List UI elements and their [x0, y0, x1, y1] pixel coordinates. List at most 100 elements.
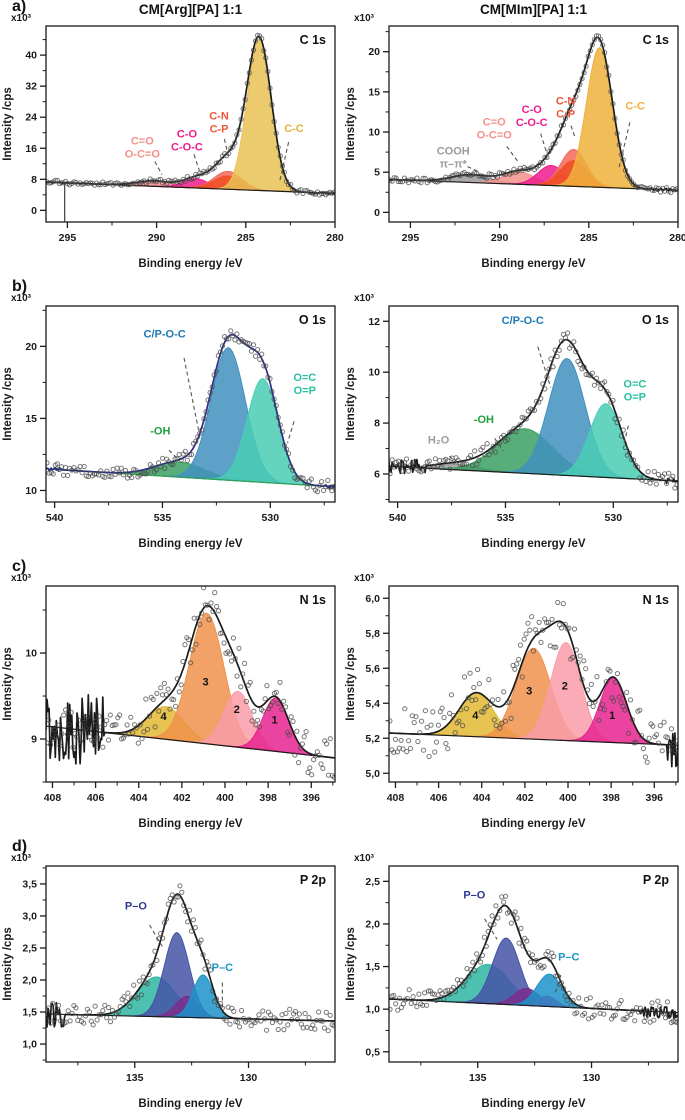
svg-text:x10³: x10³	[354, 853, 375, 864]
svg-text:540: 540	[389, 512, 407, 524]
svg-text:5,4: 5,4	[365, 698, 380, 710]
panel-d-right-p2p-chart: 135 130 0,5 1,0 1,5 2,0 2,5 Binding energy /eV I…	[345, 853, 679, 1110]
svg-text:10: 10	[25, 648, 37, 660]
svg-text:O 1s: O 1s	[299, 313, 326, 327]
svg-text:135: 135	[469, 1072, 487, 1084]
svg-text:x10³: x10³	[354, 573, 375, 584]
svg-text:398: 398	[259, 792, 277, 804]
svg-text:O 1s: O 1s	[642, 313, 669, 327]
svg-text:4: 4	[472, 710, 479, 722]
panel-b-left-o1s-chart: 540 535 530 10 15 20 Binding energy /eV Intensi…	[2, 293, 336, 550]
svg-text:402: 402	[516, 792, 534, 804]
svg-text:Binding energy /eV: Binding energy /eV	[481, 538, 585, 550]
svg-text:x10³: x10³	[11, 13, 32, 24]
svg-text:P–C: P–C	[558, 952, 579, 964]
svg-text:O=CO=P: O=C O=P	[623, 378, 646, 403]
svg-text:C/P-O-C: C/P-O-C	[144, 329, 186, 341]
svg-text:C-OC-O-C: C-O C-O-C	[516, 104, 548, 129]
svg-text:3: 3	[526, 686, 532, 698]
svg-text:5,0: 5,0	[365, 768, 380, 780]
svg-text:20: 20	[368, 46, 380, 58]
svg-text:2,5: 2,5	[365, 876, 380, 888]
svg-text:1,0: 1,0	[365, 1004, 380, 1016]
svg-text:P–O: P–O	[125, 901, 147, 913]
svg-text:396: 396	[303, 792, 321, 804]
svg-text:O=CO=P: O=C O=P	[293, 372, 316, 397]
svg-text:12: 12	[368, 316, 380, 328]
svg-text:N 1s: N 1s	[643, 593, 669, 607]
svg-text:x10³: x10³	[354, 13, 375, 24]
svg-text:130: 130	[240, 1072, 258, 1084]
svg-text:295: 295	[59, 232, 77, 244]
panel-letter-a: a)	[12, 0, 27, 15]
svg-text:535: 535	[154, 512, 172, 524]
svg-text:408: 408	[44, 792, 62, 804]
svg-text:Intensity /cps: Intensity /cps	[2, 647, 14, 721]
svg-text:Intensity /cps: Intensity /cps	[2, 367, 14, 441]
svg-text:290: 290	[148, 232, 166, 244]
svg-text:Intensity /cps: Intensity /cps	[345, 927, 357, 1001]
svg-text:Binding energy /eV: Binding energy /eV	[138, 258, 242, 270]
svg-text:Intensity /cps: Intensity /cps	[2, 927, 14, 1001]
svg-text:2,5: 2,5	[22, 942, 37, 954]
panel-b-right-o1s-chart: 540 535 530 6 8 10 12 Binding energy /eV Intensi…	[345, 293, 679, 550]
svg-text:396: 396	[646, 792, 664, 804]
panel-d-left-p2p-chart: 135 130 1,0 1,5 2,0 2,5 3,0 3,5 Binding energy /…	[2, 853, 336, 1110]
svg-text:10: 10	[368, 127, 380, 139]
panel-letter-b: b)	[12, 278, 28, 295]
svg-text:CM[MIm][PA] 1:1: CM[MIm][PA] 1:1	[480, 2, 587, 17]
svg-text:285: 285	[580, 232, 598, 244]
svg-text:530: 530	[262, 512, 280, 524]
svg-text:24: 24	[25, 112, 37, 124]
svg-text:5: 5	[374, 167, 380, 179]
svg-text:1,5: 1,5	[365, 961, 380, 973]
svg-text:400: 400	[559, 792, 577, 804]
svg-text:P 2p: P 2p	[300, 873, 327, 887]
svg-text:32: 32	[25, 81, 37, 93]
svg-text:530: 530	[605, 512, 623, 524]
svg-text:16: 16	[25, 143, 37, 155]
svg-text:Binding energy /eV: Binding energy /eV	[481, 258, 585, 270]
svg-text:280: 280	[669, 232, 685, 244]
svg-text:8: 8	[31, 174, 37, 186]
svg-text:2,0: 2,0	[365, 918, 380, 930]
svg-text:404: 404	[473, 792, 491, 804]
svg-text:280: 280	[326, 232, 344, 244]
svg-text:406: 406	[430, 792, 448, 804]
svg-text:5,8: 5,8	[365, 628, 380, 640]
svg-text:C-C: C-C	[284, 123, 304, 135]
svg-text:Binding energy /eV: Binding energy /eV	[138, 1098, 242, 1110]
svg-text:C-NC-P: C-N C-P	[209, 111, 229, 136]
panel-a-left-c1s-chart: 295 290 285 280 0 8 16 24 32 40 Binding energy /eV…	[2, 2, 344, 270]
panel-letter-c: c)	[12, 558, 27, 575]
svg-text:Binding energy /eV: Binding energy /eV	[138, 818, 242, 830]
svg-text:1: 1	[272, 715, 278, 727]
svg-text:C-OC-O-C: C-O C-O-C	[171, 128, 203, 153]
svg-text:10: 10	[25, 485, 37, 497]
svg-text:400: 400	[216, 792, 234, 804]
svg-text:40: 40	[25, 50, 37, 62]
svg-text:540: 540	[46, 512, 64, 524]
svg-text:20: 20	[25, 341, 37, 353]
svg-text:C-C: C-C	[625, 101, 645, 113]
svg-text:x10³: x10³	[11, 573, 32, 584]
svg-text:C/P-O-C: C/P-O-C	[502, 315, 544, 327]
svg-text:8: 8	[374, 418, 380, 430]
svg-text:2: 2	[234, 704, 240, 716]
svg-text:15: 15	[368, 86, 380, 98]
panel-c-right-n1s-chart: 408 406 404 402 400 398 396 5,0 5,2 5,4 5,6 5,8 6,0 B…	[345, 573, 679, 830]
svg-text:398: 398	[602, 792, 620, 804]
svg-text:285: 285	[237, 232, 255, 244]
svg-text:5,2: 5,2	[365, 733, 380, 745]
svg-text:402: 402	[173, 792, 191, 804]
svg-text:P–O: P–O	[463, 889, 485, 901]
svg-text:535: 535	[497, 512, 515, 524]
svg-text:N 1s: N 1s	[300, 593, 326, 607]
svg-text:-OH: -OH	[150, 425, 170, 437]
svg-text:5,6: 5,6	[365, 663, 380, 675]
svg-text:x10³: x10³	[354, 293, 375, 304]
svg-text:Intensity /cps: Intensity /cps	[345, 367, 357, 441]
svg-text:10: 10	[368, 367, 380, 379]
svg-text:C-NC-P: C-N C-P	[556, 96, 576, 121]
